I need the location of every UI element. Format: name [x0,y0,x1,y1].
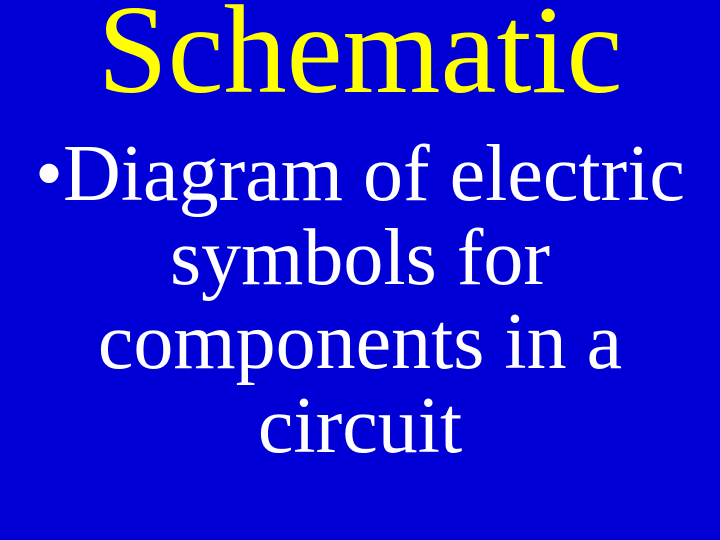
slide-container: Schematic •Diagram of electric symbols f… [0,0,720,540]
slide-title: Schematic [98,0,623,114]
slide-body-text: •Diagram of electric symbols for compone… [0,132,720,468]
